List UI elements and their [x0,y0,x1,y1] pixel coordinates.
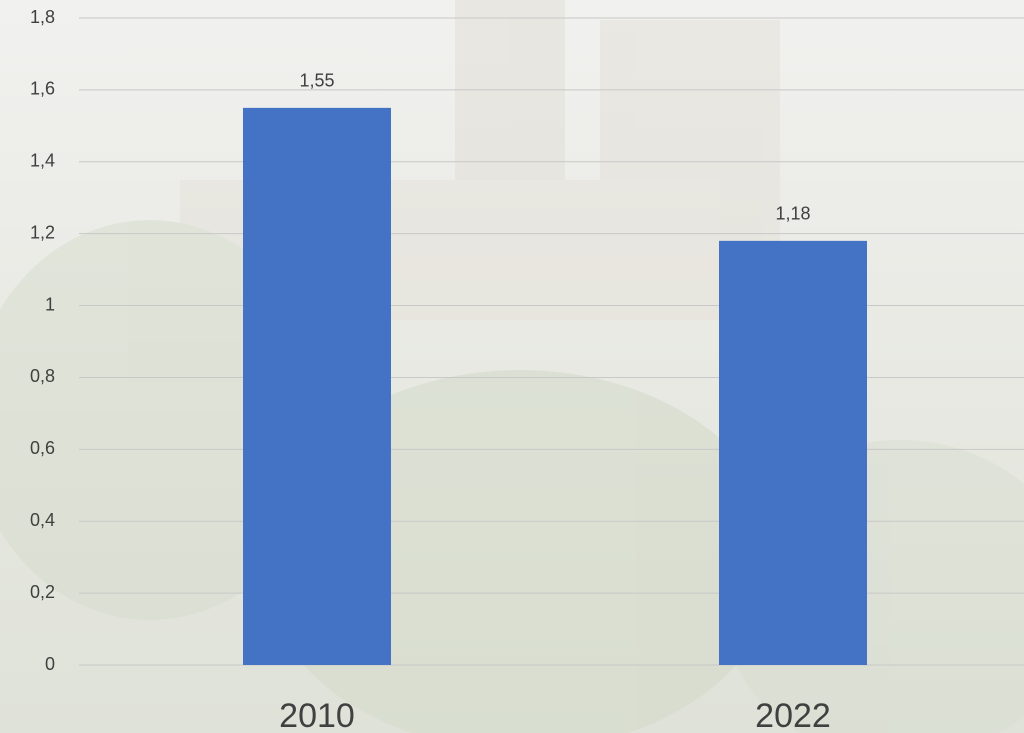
bar [719,240,867,665]
y-tick-label: 1,6 [30,79,55,99]
x-tick-label: 2010 [279,697,355,733]
x-tick-label: 2022 [755,697,831,733]
y-tick-label: 1,2 [30,222,55,242]
y-tick-label: 1,8 [30,7,55,27]
y-tick-label: 0 [45,654,55,674]
y-tick-label: 0,6 [30,438,55,458]
y-tick-label: 0,2 [30,582,55,602]
data-label: 1,55 [299,71,334,91]
y-tick-label: 1 [45,294,55,314]
y-tick-label: 1,4 [30,151,55,171]
y-tick-label: 0,8 [30,366,55,386]
y-tick-label: 0,4 [30,510,55,530]
bar [243,107,391,666]
data-label: 1,18 [775,204,810,224]
